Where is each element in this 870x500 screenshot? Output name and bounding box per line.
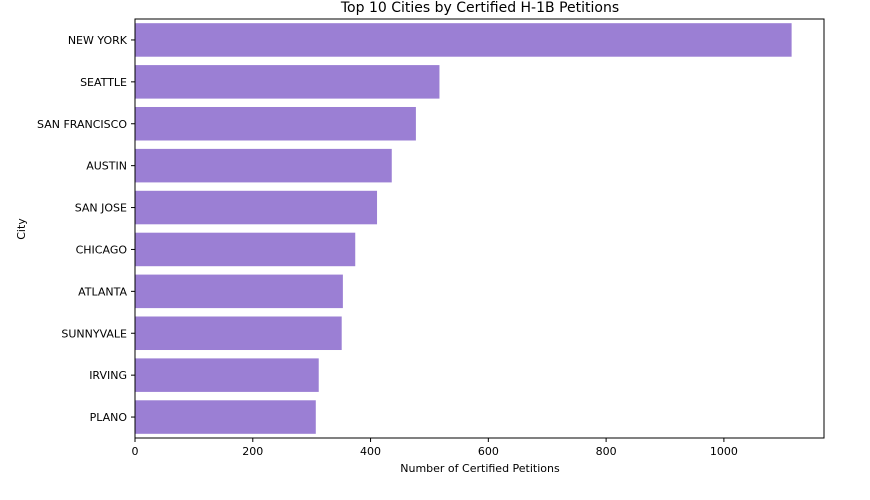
x-tick-label-600: 600 [478,445,499,458]
x-tick-label-0: 0 [132,445,139,458]
bar-sunnyvale [135,316,342,351]
bar-chicago [135,232,356,267]
y-tick-label-san-francisco: SAN FRANCISCO [37,118,127,131]
y-tick-label-irving: IRVING [89,369,127,382]
bar-seattle [135,65,440,99]
y-tick-label-chicago: CHICAGO [76,243,128,256]
bar-irving [135,358,319,392]
y-axis-label: City [15,218,28,240]
plot-frame [134,18,825,439]
bar-austin [135,148,392,183]
bar-new-york [135,23,792,57]
y-tick-label-plano: PLANO [90,411,128,424]
bar-atlanta [135,274,343,309]
y-tick-label-seattle: SEATTLE [80,76,127,89]
x-tick-label-1000: 1000 [710,445,738,458]
y-tick-label-sunnyvale: SUNNYVALE [61,327,127,340]
x-tick-label-200: 200 [242,445,263,458]
x-axis: 0 200 400 600 800 1000 [132,438,738,458]
y-tick-label-san-jose: SAN JOSE [75,202,127,215]
bars-group [135,23,792,434]
y-tick-label-new-york: NEW YORK [68,34,128,47]
chart-title: Top 10 Cities by Certified H-1B Petition… [340,0,619,16]
x-axis-label: Number of Certified Petitions [400,462,560,475]
bar-san-francisco [135,106,416,141]
y-tick-label-austin: AUSTIN [86,160,127,173]
y-tick-label-atlanta: ATLANTA [78,285,127,298]
y-axis: NEW YORK SEATTLE SAN FRANCISCO AUSTIN SAN JO… [37,34,135,424]
bar-plano [135,400,316,434]
x-tick-label-800: 800 [596,445,617,458]
x-tick-label-400: 400 [360,445,381,458]
bar-san-jose [135,190,378,225]
